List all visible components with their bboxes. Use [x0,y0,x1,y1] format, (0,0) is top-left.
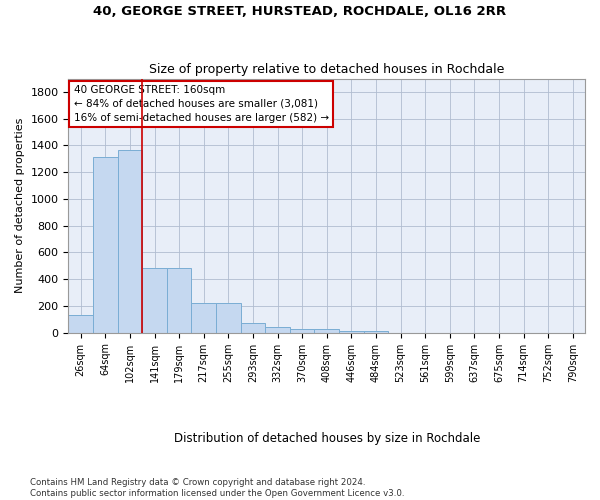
Bar [241,322,265,333]
Bar [216,304,241,333]
Text: 40 GEORGE STREET: 160sqm
← 84% of detached houses are smaller (3,081)
16% of sem: 40 GEORGE STREET: 160sqm ← 84% of detach… [74,85,329,123]
Bar [265,327,290,333]
Bar [290,330,314,333]
Y-axis label: Number of detached properties: Number of detached properties [15,118,25,294]
Bar [314,330,339,333]
X-axis label: Distribution of detached houses by size in Rochdale: Distribution of detached houses by size … [173,432,480,445]
Text: 40, GEORGE STREET, HURSTEAD, ROCHDALE, OL16 2RR: 40, GEORGE STREET, HURSTEAD, ROCHDALE, O… [94,5,506,18]
Bar [93,158,118,333]
Text: Contains HM Land Registry data © Crown copyright and database right 2024.
Contai: Contains HM Land Registry data © Crown c… [30,478,404,498]
Title: Size of property relative to detached houses in Rochdale: Size of property relative to detached ho… [149,63,505,76]
Bar [118,150,142,333]
Bar [68,314,93,333]
Bar [191,304,216,333]
Bar [339,331,364,333]
Bar [364,331,388,333]
Bar [167,268,191,333]
Bar [142,268,167,333]
